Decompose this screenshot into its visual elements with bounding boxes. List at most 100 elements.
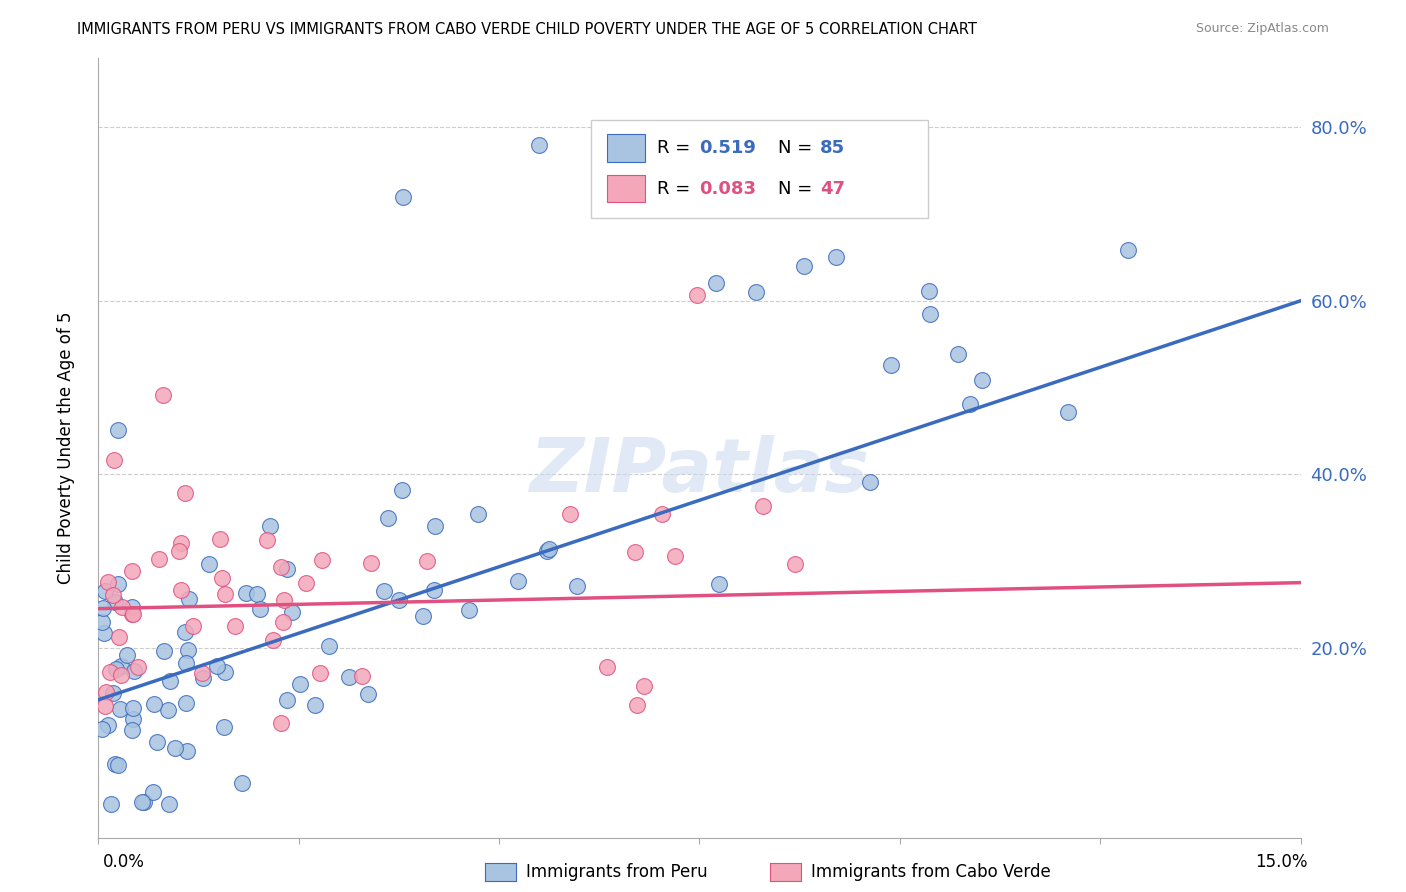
- Point: [191, 671, 214, 685]
- Point: [536, 544, 558, 558]
- Point: [94, 583, 117, 598]
- Text: Immigrants from Cabo Verde: Immigrants from Cabo Verde: [811, 863, 1052, 881]
- Point: [318, 639, 340, 653]
- Point: [91, 615, 114, 630]
- Point: [121, 600, 143, 615]
- Point: [121, 723, 143, 738]
- Point: [337, 670, 360, 684]
- Point: [859, 475, 882, 490]
- Point: [148, 551, 170, 566]
- Point: [104, 757, 127, 772]
- Point: [157, 797, 180, 811]
- Point: [101, 588, 124, 602]
- Point: [416, 554, 439, 568]
- Bar: [607, 175, 645, 202]
- Point: [686, 288, 709, 302]
- Point: [290, 677, 312, 691]
- Point: [121, 607, 143, 621]
- Point: [752, 499, 775, 513]
- Point: [373, 584, 395, 599]
- Point: [132, 796, 155, 810]
- Y-axis label: Child Poverty Under the Age of 5: Child Poverty Under the Age of 5: [56, 312, 75, 584]
- Point: [423, 582, 446, 597]
- Point: [91, 600, 114, 615]
- Point: [93, 625, 115, 640]
- Point: [1057, 404, 1080, 418]
- Point: [146, 735, 169, 749]
- Point: [96, 685, 118, 699]
- Point: [377, 511, 399, 525]
- Point: [744, 285, 766, 299]
- Point: [565, 579, 588, 593]
- Point: [100, 797, 122, 811]
- Point: [270, 560, 292, 574]
- Point: [879, 358, 901, 372]
- Text: Source: ZipAtlas.com: Source: ZipAtlas.com: [1195, 22, 1329, 36]
- Point: [972, 373, 994, 387]
- Point: [122, 701, 145, 715]
- Point: [122, 712, 145, 726]
- Bar: [607, 135, 645, 161]
- Point: [388, 592, 411, 607]
- Point: [170, 583, 193, 598]
- Point: [127, 659, 149, 673]
- Point: [177, 642, 200, 657]
- Point: [211, 571, 233, 585]
- Point: [94, 698, 117, 713]
- Point: [560, 507, 582, 521]
- Point: [198, 557, 221, 571]
- Point: [97, 718, 120, 732]
- Text: R =: R =: [658, 139, 696, 157]
- Point: [304, 698, 326, 713]
- Point: [276, 562, 298, 576]
- Point: [311, 553, 333, 567]
- Text: N =: N =: [778, 139, 818, 157]
- Point: [110, 668, 132, 682]
- Text: 0.519: 0.519: [699, 139, 756, 157]
- Point: [508, 574, 530, 588]
- Point: [176, 744, 198, 758]
- Point: [103, 453, 125, 467]
- Point: [824, 251, 846, 265]
- Point: [212, 720, 235, 734]
- Point: [142, 785, 165, 799]
- Point: [360, 556, 382, 570]
- Text: IMMIGRANTS FROM PERU VS IMMIGRANTS FROM CABO VERDE CHILD POVERTY UNDER THE AGE O: IMMIGRANTS FROM PERU VS IMMIGRANTS FROM …: [77, 22, 977, 37]
- Text: Immigrants from Peru: Immigrants from Peru: [526, 863, 707, 881]
- Point: [783, 557, 806, 571]
- Point: [357, 687, 380, 701]
- Point: [111, 600, 134, 615]
- Point: [959, 397, 981, 411]
- Point: [107, 758, 129, 772]
- Point: [235, 585, 257, 599]
- FancyBboxPatch shape: [592, 120, 928, 218]
- Point: [633, 679, 655, 693]
- Point: [308, 666, 330, 681]
- Text: 85: 85: [820, 139, 845, 157]
- Point: [262, 632, 284, 647]
- Point: [276, 692, 298, 706]
- Point: [273, 593, 295, 607]
- Point: [173, 624, 195, 639]
- Point: [107, 423, 129, 437]
- Point: [918, 284, 941, 298]
- Point: [181, 619, 204, 633]
- Point: [97, 574, 120, 589]
- Point: [101, 686, 124, 700]
- Point: [124, 664, 146, 678]
- Text: R =: R =: [658, 180, 696, 198]
- Point: [294, 575, 316, 590]
- Point: [256, 533, 278, 548]
- Point: [391, 483, 413, 498]
- Point: [159, 673, 181, 688]
- Point: [946, 347, 969, 361]
- Point: [143, 697, 166, 711]
- Point: [107, 576, 129, 591]
- Point: [156, 703, 179, 717]
- Point: [108, 630, 131, 644]
- Point: [270, 715, 292, 730]
- Point: [352, 669, 374, 683]
- Point: [152, 388, 174, 402]
- Point: [596, 659, 619, 673]
- Point: [651, 507, 673, 521]
